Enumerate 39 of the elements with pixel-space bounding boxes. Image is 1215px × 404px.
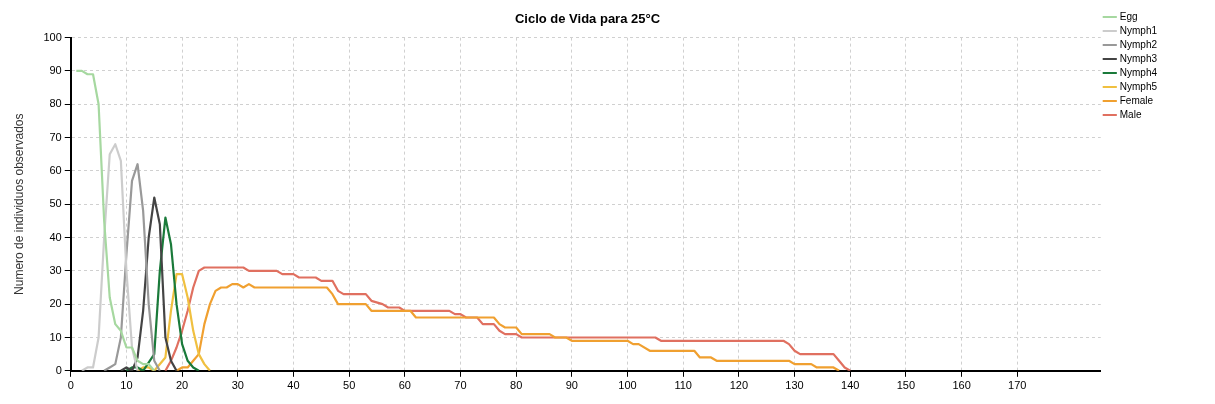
x-tick-label: 30 <box>231 379 244 392</box>
y-axis-title: Numero de individuos observados <box>11 113 26 295</box>
legend-label: Egg <box>1119 10 1138 22</box>
x-tick-label: 100 <box>618 379 637 392</box>
x-tick-label: 120 <box>729 379 749 392</box>
legend-label: Nymph2 <box>1119 38 1158 50</box>
x-tick-label: 60 <box>398 379 411 392</box>
y-tick-label: 80 <box>49 97 62 110</box>
x-tick-label: 10 <box>120 379 133 392</box>
y-tick-label: 10 <box>49 330 62 343</box>
x-tick-label: 140 <box>841 379 860 392</box>
legend-label: Nymph5 <box>1119 80 1158 92</box>
x-tick-label: 0 <box>67 379 74 392</box>
x-tick-label: 160 <box>952 379 971 392</box>
x-tick-label: 50 <box>343 379 356 392</box>
y-tick-label: 0 <box>55 363 62 376</box>
x-tick-label: 130 <box>785 379 804 392</box>
x-tick-label: 90 <box>565 379 578 392</box>
legend-label: Nymph3 <box>1119 52 1158 64</box>
x-tick-label: 150 <box>896 379 916 392</box>
legend-label: Nymph4 <box>1119 66 1158 78</box>
y-tick-label: 40 <box>49 230 62 243</box>
x-tick-label: 40 <box>287 379 300 392</box>
x-tick-label: 170 <box>1008 379 1027 392</box>
y-tick-label: 20 <box>49 297 62 310</box>
x-tick-label: 110 <box>674 379 692 392</box>
x-tick-label: 80 <box>510 379 523 392</box>
legend-label: Male <box>1119 108 1142 120</box>
y-tick-label: 90 <box>49 63 62 76</box>
y-tick-label: 70 <box>49 130 62 143</box>
legend-label: Female <box>1119 94 1154 106</box>
y-tick-label: 30 <box>49 263 62 276</box>
chart-title: Ciclo de Vida para 25°C <box>514 11 661 27</box>
y-tick-label: 100 <box>43 30 62 43</box>
y-tick-label: 50 <box>49 197 62 210</box>
x-tick-label: 20 <box>175 379 189 392</box>
legend-label: Nymph1 <box>1119 24 1158 36</box>
x-tick-label: 70 <box>454 379 467 392</box>
y-tick-label: 60 <box>49 163 62 176</box>
